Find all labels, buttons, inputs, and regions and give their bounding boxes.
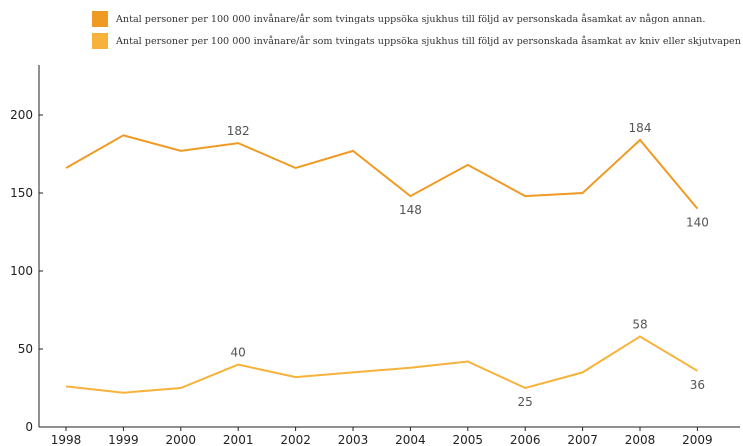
x-tick-label: 2004 [395,433,426,446]
legend-item-series-1: Antal personer per 100 000 invånare/år s… [92,8,741,30]
data-label: 40 [231,346,246,360]
x-tick-label: 1999 [108,433,139,446]
legend-item-series-2: Antal personer per 100 000 invånare/år s… [92,30,741,52]
chart-legend: Antal personer per 100 000 invånare/år s… [92,8,741,52]
x-tick-label: 2008 [625,433,656,446]
data-label: 58 [632,318,647,332]
y-tick-label: 200 [10,108,33,122]
y-tick-label: 50 [18,342,33,356]
data-label: 25 [518,395,533,409]
x-tick-label: 2009 [682,433,713,446]
data-label: 140 [686,216,709,230]
legend-label-series-2: Antal personer per 100 000 invånare/år s… [116,35,741,47]
series-line-1 [65,134,699,210]
x-tick-label: 2007 [567,433,598,446]
x-tick-label: 1998 [51,433,82,446]
x-tick-label: 2005 [453,433,484,446]
series-line-2 [65,335,698,394]
y-tick-label: 100 [10,264,33,278]
x-tick-label: 2003 [338,433,369,446]
y-tick-label: 150 [10,186,33,200]
data-label: 36 [690,378,705,392]
data-label: 148 [399,203,422,217]
x-tick-label: 2001 [223,433,254,446]
legend-swatch-series-1 [92,11,108,27]
legend-label-series-1: Antal personer per 100 000 invånare/år s… [116,13,706,25]
data-label: 182 [227,124,250,138]
data-label: 184 [629,121,652,135]
x-tick-label: 2002 [280,433,311,446]
y-tick-label: 0 [25,420,33,434]
legend-swatch-series-2 [92,33,108,49]
x-tick-label: 2000 [166,433,197,446]
x-tick-label: 2006 [510,433,541,446]
